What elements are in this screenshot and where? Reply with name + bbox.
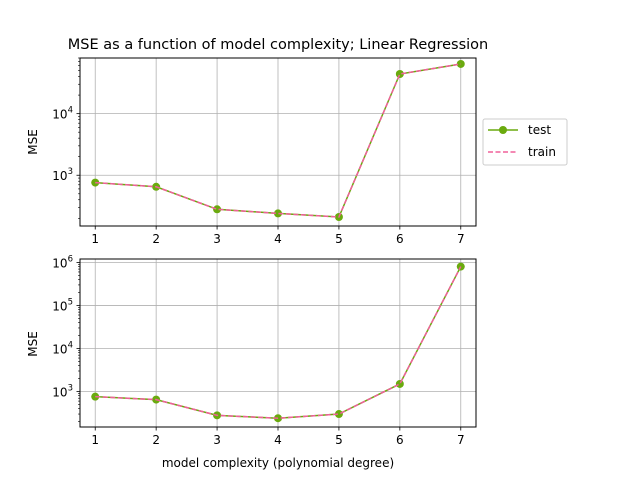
bottom-chart-panel: 1 2 3 4 5 6 7 103 104 105 106 MSE model complexity… bbox=[26, 254, 477, 470]
top-chart-series bbox=[91, 59, 465, 221]
bottom-chart-y-tick-label: 106 bbox=[52, 254, 73, 270]
top-chart-x-tick-label: 7 bbox=[457, 232, 465, 246]
top-chart-y-axis-label: MSE bbox=[26, 129, 40, 155]
top-chart-grid bbox=[80, 58, 476, 226]
top-chart-test-point bbox=[274, 209, 282, 218]
bottom-chart-series bbox=[91, 262, 465, 423]
bottom-chart-test-point bbox=[456, 262, 465, 271]
bottom-chart-x-tick-label: 4 bbox=[274, 433, 282, 447]
top-chart-y-tick-label: 103 bbox=[52, 167, 73, 183]
bottom-chart-x-tick-label: 1 bbox=[91, 433, 99, 447]
bottom-chart-train-line bbox=[95, 266, 462, 419]
top-chart-x-tick-label: 3 bbox=[213, 232, 221, 246]
top-chart-y-tick-label: 104 bbox=[52, 106, 73, 122]
bottom-chart-ticks: 1 2 3 4 5 6 7 103 104 105 106 bbox=[52, 254, 464, 447]
bottom-chart-y-tick-label: 104 bbox=[52, 340, 73, 356]
bottom-chart-x-tick-label: 2 bbox=[152, 433, 160, 447]
bottom-chart-test-point bbox=[395, 379, 404, 388]
top-chart-test-point bbox=[213, 205, 222, 214]
top-chart-test-point bbox=[395, 69, 404, 78]
legend-train-label: train bbox=[528, 145, 556, 159]
top-chart-x-tick-label: 2 bbox=[152, 232, 160, 246]
bottom-chart-x-tick-label: 3 bbox=[213, 433, 221, 447]
top-chart-x-tick-label: 6 bbox=[396, 232, 404, 246]
bottom-chart-x-tick-label: 5 bbox=[335, 433, 343, 447]
top-chart-x-tick-label: 5 bbox=[335, 232, 343, 246]
bottom-chart-y-tick-label: 105 bbox=[52, 297, 73, 313]
legend-test-marker bbox=[499, 126, 507, 134]
legend-test-label: test bbox=[528, 123, 551, 137]
top-chart-x-tick-label: 1 bbox=[91, 232, 99, 246]
bottom-chart-x-tick-label: 6 bbox=[396, 433, 404, 447]
bottom-chart-test-point bbox=[334, 410, 343, 419]
top-chart-x-tick-label: 4 bbox=[274, 232, 282, 246]
bottom-chart-y-axis-label: MSE bbox=[26, 331, 40, 357]
bottom-chart-y-tick-label: 103 bbox=[52, 384, 73, 400]
chart-title: MSE as a function of model complexity; L… bbox=[68, 37, 488, 53]
bottom-chart-x-axis-label: model complexity (polynomial degree) bbox=[162, 456, 394, 470]
top-chart-panel: 1 2 3 4 5 6 7 103 104 MSE bbox=[26, 57, 477, 246]
bottom-chart-x-tick-label: 7 bbox=[457, 433, 465, 447]
top-chart-train-line bbox=[95, 63, 461, 218]
top-chart-ticks: 1 2 3 4 5 6 7 103 104 bbox=[52, 57, 465, 246]
legend: test train bbox=[482, 118, 568, 166]
